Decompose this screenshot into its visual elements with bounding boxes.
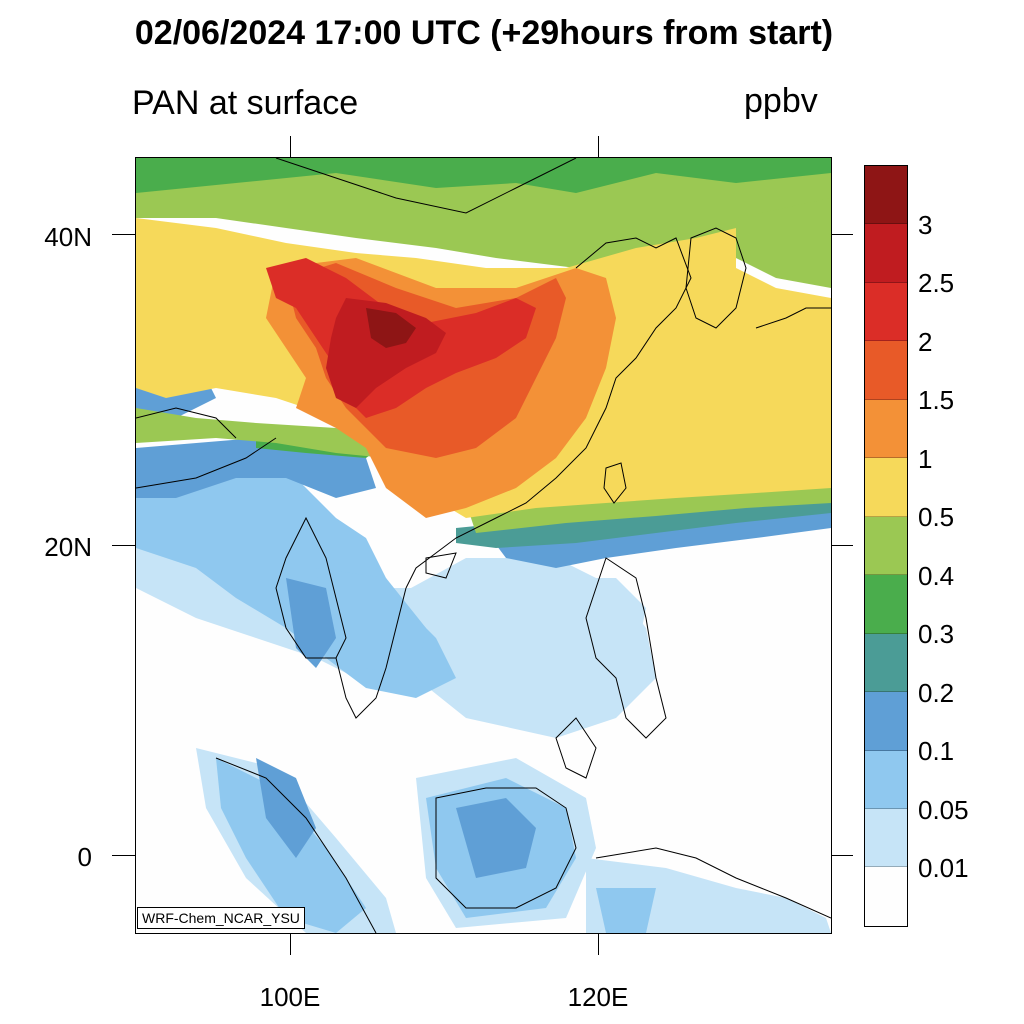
colorbar-label-0-2: 0.2 <box>918 678 955 708</box>
coastlines <box>136 158 831 933</box>
y-tick-label-20n: 20N <box>44 532 92 562</box>
map-title: 02/06/2024 17:00 UTC (+29hours from star… <box>134 14 834 52</box>
x-tick-100e <box>290 933 291 955</box>
colorbar <box>864 165 908 927</box>
colorbar-box-5 <box>865 399 907 459</box>
colorbar-box-2 <box>865 224 907 283</box>
y-tick-0-right <box>831 855 853 856</box>
colorbar-label-1: 1 <box>918 444 933 474</box>
colorbar-box-11 <box>865 750 907 809</box>
colorbar-label-1-5: 1.5 <box>918 385 955 415</box>
colorbar-label-2-5: 2.5 <box>918 268 955 298</box>
colorbar-box-9 <box>865 633 907 693</box>
y-tick-40n-right <box>831 234 853 235</box>
variable-label: PAN at surface <box>132 84 359 122</box>
x-tick-label-120e: 120E <box>567 982 629 1012</box>
model-credit-label: WRF-Chem_NCAR_YSU <box>137 907 305 929</box>
colorbar-box-8 <box>865 575 907 634</box>
y-tick-label-0: 0 <box>77 842 92 872</box>
y-tick-20n <box>112 545 135 546</box>
colorbar-label-0-1: 0.1 <box>918 736 955 766</box>
x-tick-120e-top <box>598 136 599 157</box>
colorbar-box-1 <box>865 166 907 225</box>
x-tick-100e-top <box>290 136 291 157</box>
colorbar-box-6 <box>865 458 907 517</box>
y-tick-0 <box>112 855 135 856</box>
colorbar-box-12 <box>865 808 907 868</box>
colorbar-box-4 <box>865 341 907 400</box>
colorbar-box-10 <box>865 692 907 751</box>
colorbar-box-13 <box>865 867 907 926</box>
colorbar-label-0-01: 0.01 <box>918 853 969 883</box>
y-tick-40n <box>112 234 135 235</box>
colorbar-label-0-4: 0.4 <box>918 561 955 591</box>
concentration-map <box>135 157 832 934</box>
x-tick-label-100e: 100E <box>259 982 321 1012</box>
y-tick-label-40n: 40N <box>44 222 92 252</box>
colorbar-label-0-3: 0.3 <box>918 619 955 649</box>
colorbar-box-7 <box>865 516 907 576</box>
units-label: ppbv <box>744 82 818 120</box>
y-tick-20n-right <box>831 545 853 546</box>
colorbar-label-2: 2 <box>918 327 933 357</box>
field-25-3 <box>326 298 446 408</box>
colorbar-label-0-05: 0.05 <box>918 795 969 825</box>
colorbar-box-3 <box>865 282 907 342</box>
map-plot-area <box>136 158 831 933</box>
x-tick-120e <box>598 933 599 955</box>
colorbar-label-0-5: 0.5 <box>918 502 955 532</box>
colorbar-label-3: 3 <box>918 210 933 240</box>
